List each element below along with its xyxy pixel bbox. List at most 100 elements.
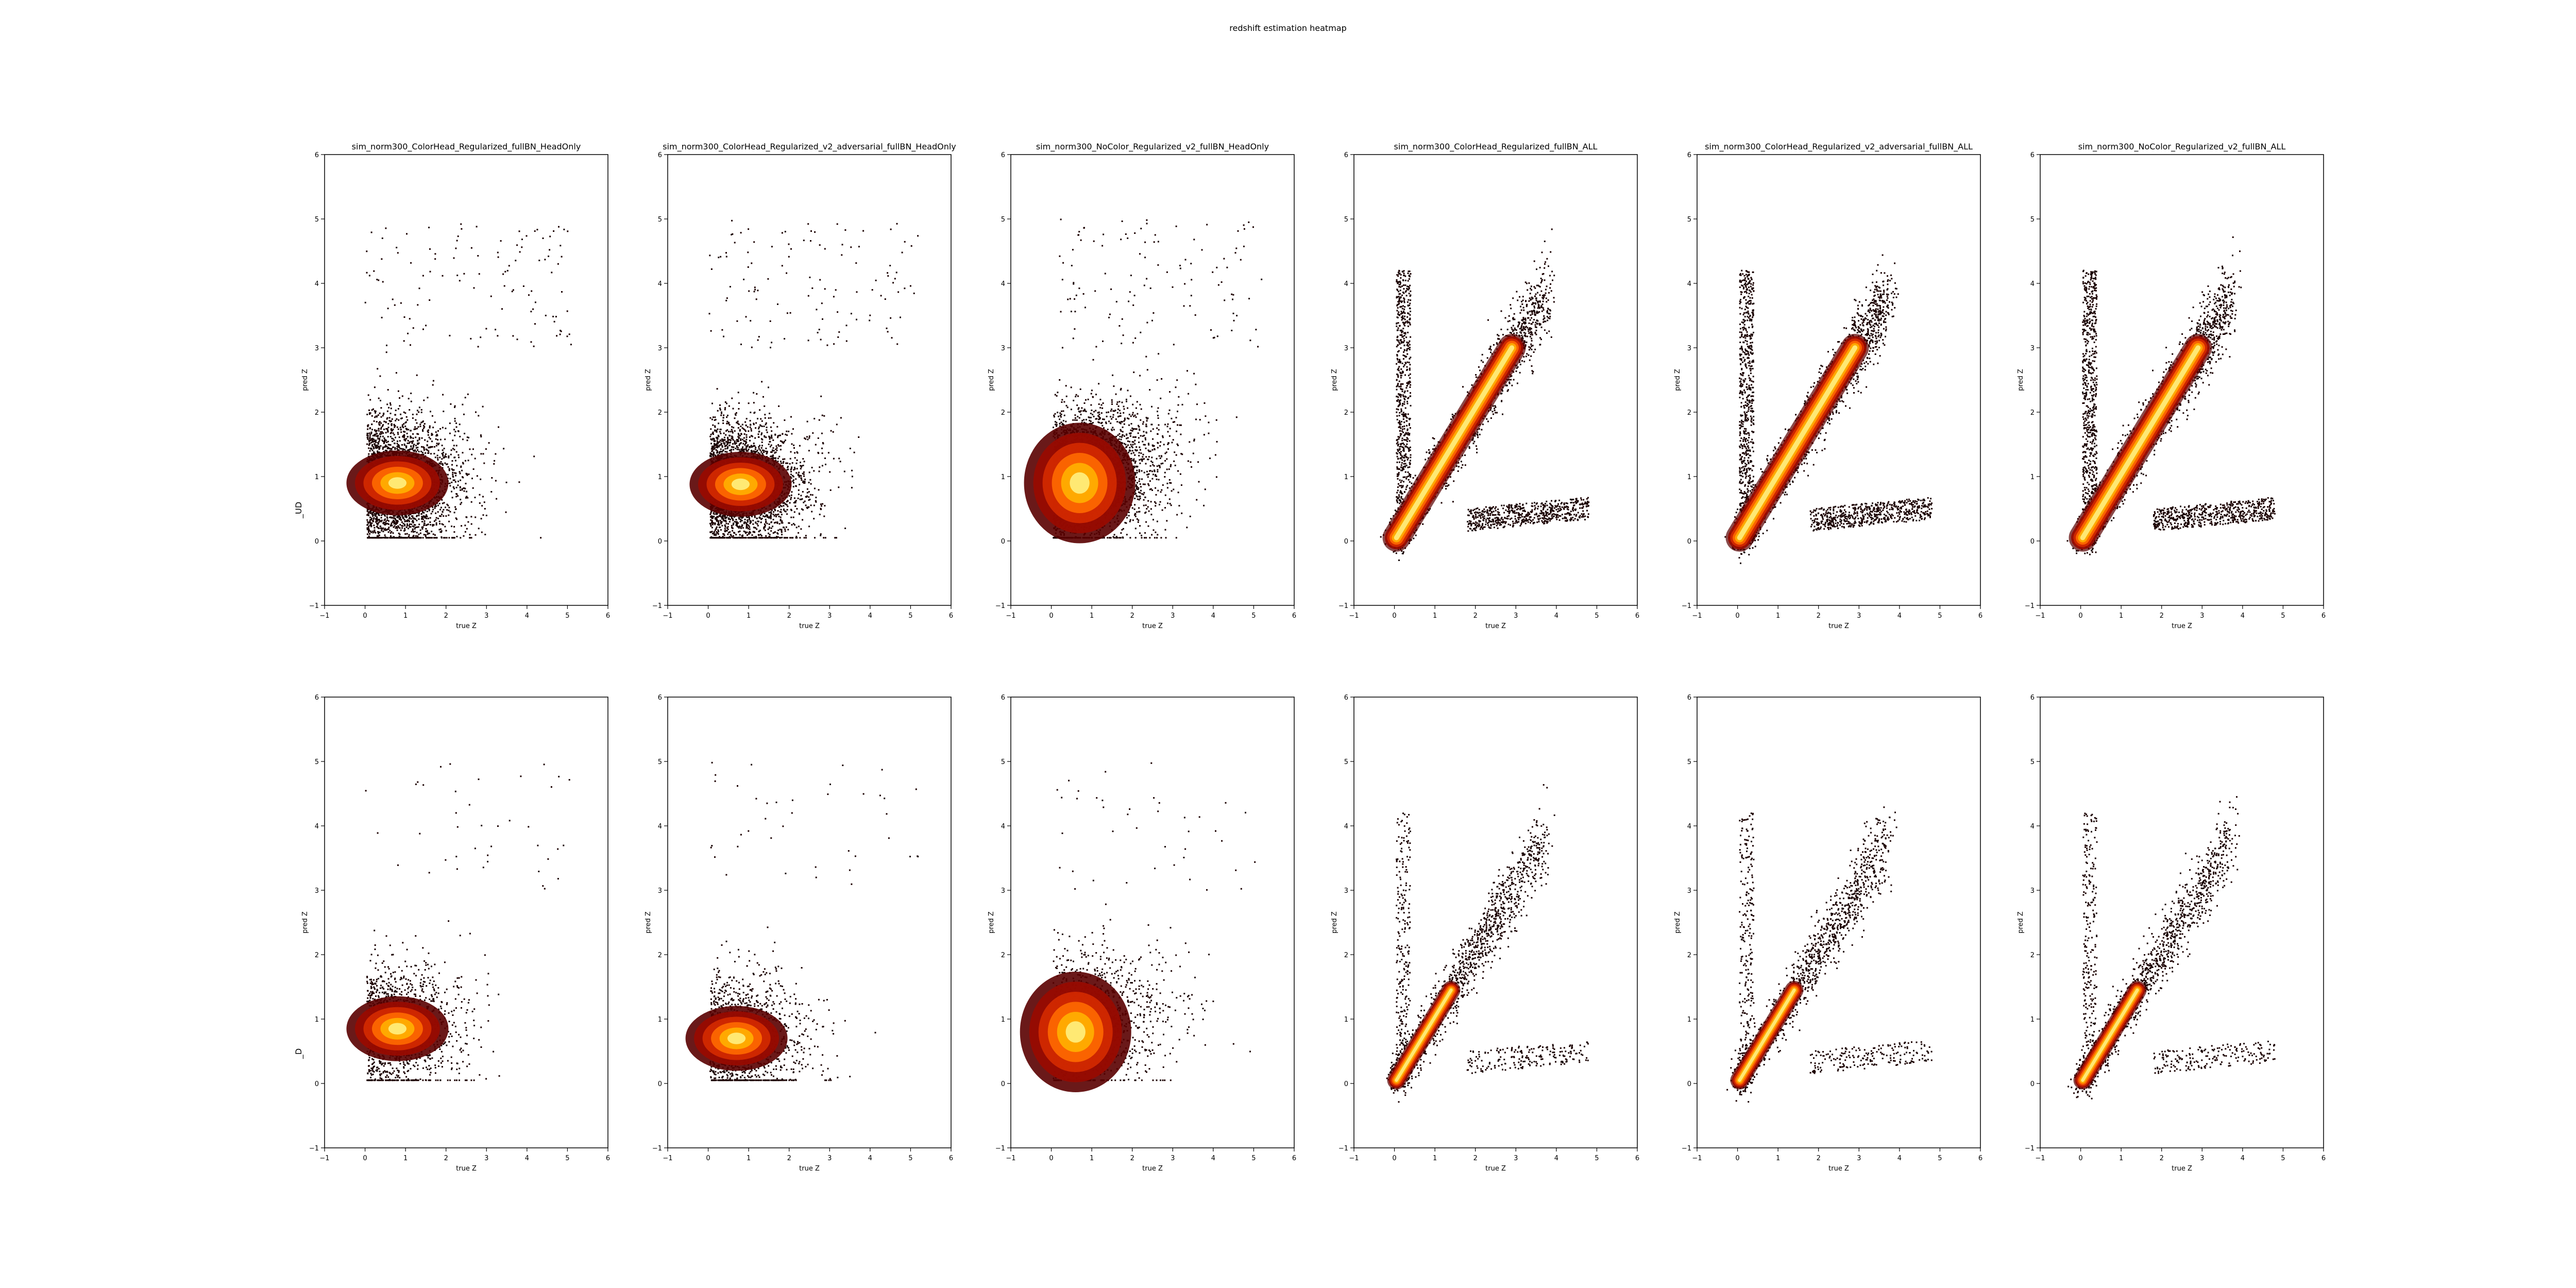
chart-0-0-point-2128 [494,460,495,462]
chart-0-1-point-1325 [720,520,721,521]
chart-0-1-point-1397 [784,529,786,530]
chart-0-0-point-1345 [366,528,368,529]
chart-0-0-point-3075 [555,316,557,317]
chart-0-0-point-1990 [483,514,484,516]
chart-0-0-point-1098 [374,530,376,531]
chart-0-1-point-1328 [731,525,733,527]
chart-0-0-point-1481 [384,528,386,530]
chart-0-0-point-887 [506,482,507,483]
chart-0-0-point-559 [416,422,418,424]
chart-0-1-point-1016 [739,435,741,436]
chart-0-1-point-1442 [808,450,810,451]
chart-0-0-point-1954 [424,520,426,522]
chart-0-0-point-971 [427,452,429,454]
chart-0-0-point-1601 [469,537,470,538]
chart-0-0-point-1979 [436,522,437,524]
chart-0-0-point-304 [442,454,444,455]
chart-0-1-point-1170 [715,522,716,524]
chart-0-0-point-1502 [399,405,400,406]
chart-0-0-point-923 [367,523,368,525]
chart-0-1-point-133 [751,537,752,538]
chart-0-0-point-613 [478,528,480,529]
chart-0-1-point-906 [769,523,770,525]
chart-0-0-point-906 [472,487,474,489]
chart-0-1-point-1272 [742,443,744,445]
chart-0-0-point-727 [421,412,422,413]
chart-0-0-point-2555 [435,431,437,433]
chart-0-0-point-160 [429,521,431,523]
chart-0-0-point-2821 [397,446,398,447]
chart-0-1-point-1264 [771,430,772,432]
chart-0-1-point-1505 [757,418,758,419]
chart-0-0-point-915 [394,525,396,527]
chart-0-0-point-109 [436,445,437,447]
chart-0-0-point-3005 [371,232,372,233]
chart-0-0-point-1730 [384,523,385,525]
chart-0-1-point-120 [764,414,766,415]
chart-0-0-point-2748 [374,443,376,445]
chart-0-0-point-2416 [372,515,374,516]
chart-0-1-point-368 [750,412,751,413]
chart-0-1-point-908 [759,449,761,451]
chart-0-0-point-2206 [399,518,400,520]
chart-0-0-point-2660 [453,429,455,430]
chart-0-0-point-156 [368,526,369,527]
chart-0-0-point-1292 [439,456,440,458]
chart-0-0-point-2412 [471,501,472,503]
chart-0-0-point-1365 [432,509,434,511]
chart-0-0-point-1141 [420,530,421,531]
chart-0-0-point-745 [464,490,465,492]
chart-0-0-point-1354 [418,518,420,520]
chart-0-0-point-891 [430,524,431,526]
chart-0-0-point-3056 [397,252,399,253]
chart-0-0-point-525 [484,501,485,503]
chart-0-0-point-410 [411,523,412,525]
chart-0-0-point-1754 [474,517,476,518]
chart-0-0-point-1897 [426,537,428,538]
chart-0-1-point-1720 [833,458,835,460]
chart-0-0-point-2592 [427,511,428,512]
chart-0-0-point-2008 [457,481,459,482]
chart-0-0-point-2018 [368,447,369,449]
chart-0-0-point-2145 [437,505,439,506]
chart-0-0-point-556 [378,430,380,432]
chart-0-0-point-2584 [374,440,376,442]
chart-0-0-point-2120 [387,431,389,432]
chart-0-0-point-2987 [416,451,417,452]
chart-0-0-point-3105 [381,317,383,318]
chart-0-0-point-2407 [416,532,418,533]
chart-0-0-point-347 [368,531,369,533]
chart-0-0-point-2960 [423,512,425,514]
chart-0-0-point-2275 [366,444,368,445]
chart-0-0-point-1498 [402,427,404,428]
chart-0-0-point-1597 [386,351,387,353]
chart-0-0-point-2101 [372,520,374,521]
chart-0-1-point-59 [793,445,794,446]
chart-0-0-point-750 [386,529,387,531]
chart-0-0-point-1668 [427,430,429,432]
chart-0-0-point-317 [427,440,428,442]
chart-0-1-point-104 [730,431,732,432]
chart-0-0-point-3101 [548,256,549,257]
row-label-top: _UD [294,502,304,519]
chart-0-0-point-411 [383,421,385,422]
chart-0-0-point-2148 [388,523,389,525]
chart-0-0-point-158 [406,523,408,525]
chart-0-0-point-1189 [397,440,398,442]
chart-0-0-point-131 [449,468,450,470]
chart-0-1-point-1635 [711,450,713,452]
chart-0-0-point-2948 [376,537,377,538]
chart-0-0-point-1391 [471,478,473,479]
chart-0-0-point-1104 [398,391,399,392]
chart-0-0-point-2577 [369,517,371,518]
chart-0-0-point-3060 [404,316,405,318]
chart-0-0-point-2537 [368,529,370,530]
chart-0-0-point-324 [460,473,461,474]
chart-0-0-point-3034 [553,230,554,232]
chart-0-0-point-59 [432,427,434,428]
chart-0-0-point-894 [390,413,392,414]
chart-0-1-point-916 [723,449,724,451]
chart-0-0-point-1454 [461,470,463,471]
chart-0-0-point-2999 [453,469,454,471]
chart-0-0-point-695 [442,445,443,446]
